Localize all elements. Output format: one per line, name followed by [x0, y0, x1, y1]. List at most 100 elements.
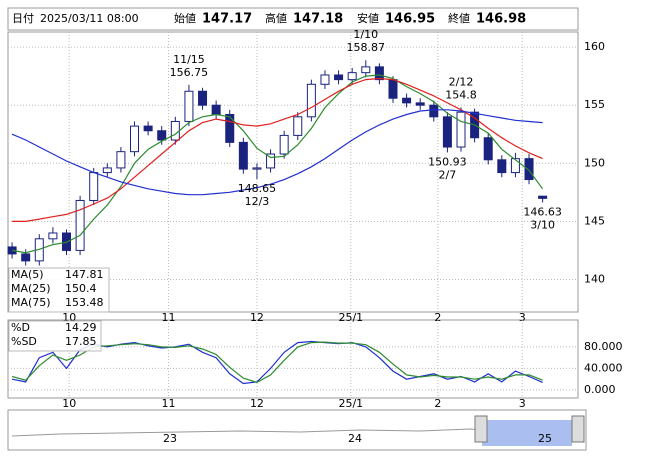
- y-tick-label: 145: [584, 214, 605, 227]
- candle-body: [347, 72, 357, 81]
- annotation-date: 2/7: [439, 168, 457, 181]
- header-label: 高値: [265, 11, 287, 25]
- y-tick-label: 40.000: [584, 361, 623, 374]
- y-tick-label: 0.000: [584, 383, 616, 396]
- candle-body: [483, 137, 493, 161]
- series-line: [11, 74, 544, 254]
- annotation-date: 1/10: [353, 28, 378, 41]
- candle-body: [170, 120, 180, 141]
- legend-value: 150.4: [65, 282, 97, 295]
- candle-body: [510, 158, 520, 174]
- header-value: 146.95: [385, 12, 435, 27]
- header-label: 安値: [357, 11, 379, 25]
- annotation-value: 158.87: [347, 41, 386, 54]
- candle-body: [306, 83, 316, 118]
- candle-body: [116, 151, 126, 169]
- candle-body: [415, 102, 425, 106]
- x-tick-label: 2: [434, 397, 441, 410]
- legend-name: MA(5): [11, 268, 44, 281]
- candle-body: [402, 97, 412, 104]
- legend-value: 14.29: [65, 321, 97, 334]
- x-tick-label: 11: [162, 311, 176, 324]
- x-tick-label: 3: [519, 311, 526, 324]
- stoch-panel: [7, 319, 579, 399]
- x-tick-label: 3: [519, 397, 526, 410]
- candle-body: [102, 167, 112, 174]
- candle-body: [7, 246, 17, 255]
- header-value: 147.18: [293, 12, 343, 27]
- annotation-value: 146.63: [523, 205, 562, 218]
- legend-name: MA(75): [11, 296, 51, 309]
- annotation-date: 2/12: [449, 76, 474, 89]
- candle-body: [75, 199, 85, 251]
- navigator-line: [11, 428, 483, 437]
- x-tick-label: 25/1: [338, 311, 363, 324]
- candle-body: [293, 116, 303, 136]
- series-line: [11, 109, 543, 196]
- legend-box: [8, 320, 102, 352]
- annotation-value: 150.93: [428, 155, 467, 168]
- candle-body: [143, 125, 153, 132]
- x-tick-label: 12: [250, 311, 264, 324]
- candle-body: [157, 130, 167, 141]
- legend-value: 17.85: [65, 335, 97, 348]
- legend-box: [8, 267, 110, 313]
- legend-value: 147.81: [65, 268, 104, 281]
- x-tick-label: 11: [162, 397, 176, 410]
- candle-body: [89, 172, 99, 201]
- annotation-value: 154.8: [445, 89, 477, 102]
- navigator-handle[interactable]: [474, 415, 488, 443]
- candle-body: [238, 141, 248, 170]
- candle-body: [184, 90, 194, 122]
- candle-body: [374, 66, 384, 81]
- candle-body: [211, 104, 221, 115]
- header-value: 2025/03/11 08:00: [40, 12, 139, 25]
- candle-body: [334, 74, 344, 81]
- navigator-handle[interactable]: [571, 415, 585, 443]
- candle-body: [279, 134, 289, 155]
- series-line: [12, 77, 543, 222]
- x-tick-label: 12: [250, 397, 264, 410]
- annotation-date: 11/15: [173, 53, 205, 66]
- header-value: 147.17: [202, 12, 252, 27]
- candle-body: [442, 116, 452, 148]
- candle-body: [130, 125, 140, 153]
- header-label: 始値: [174, 11, 196, 25]
- annotation-date: 12/3: [245, 195, 270, 208]
- header-value: 146.98: [476, 12, 526, 27]
- candle-body: [429, 104, 439, 118]
- header-label: 終値: [448, 11, 470, 25]
- legend-name: %SD: [11, 335, 37, 348]
- candle-body: [524, 158, 534, 181]
- y-tick-label: 140: [584, 272, 605, 285]
- candle-body: [21, 253, 31, 262]
- legend-name: %D: [11, 321, 30, 334]
- legend-name: MA(25): [11, 282, 51, 295]
- candle-body: [252, 167, 262, 170]
- x-tick-label: 10: [62, 397, 76, 410]
- x-tick-label: 25/1: [338, 397, 363, 410]
- candle-body: [266, 153, 276, 169]
- annotation-date: 3/10: [530, 218, 555, 231]
- navigator-label: 23: [163, 432, 177, 445]
- candle-body: [497, 159, 507, 174]
- candle-body: [225, 113, 235, 143]
- y-tick-label: 160: [584, 40, 605, 53]
- y-tick-label: 80.000: [584, 340, 623, 353]
- candle-body: [320, 74, 330, 85]
- candle-body: [361, 66, 371, 74]
- header-label: 日付: [12, 12, 34, 25]
- candle-body: [456, 111, 466, 148]
- annotation-value: 148.65: [238, 182, 277, 195]
- candle-body: [48, 232, 58, 240]
- y-tick-label: 150: [584, 156, 605, 169]
- navigator-range: [482, 420, 572, 446]
- navigator-label: 24: [348, 432, 362, 445]
- candle-body: [538, 195, 548, 199]
- y-tick-label: 155: [584, 98, 605, 111]
- candle-body: [198, 90, 208, 106]
- header-box: [7, 7, 579, 31]
- legend-value: 153.48: [65, 296, 104, 309]
- x-tick-label: 2: [434, 311, 441, 324]
